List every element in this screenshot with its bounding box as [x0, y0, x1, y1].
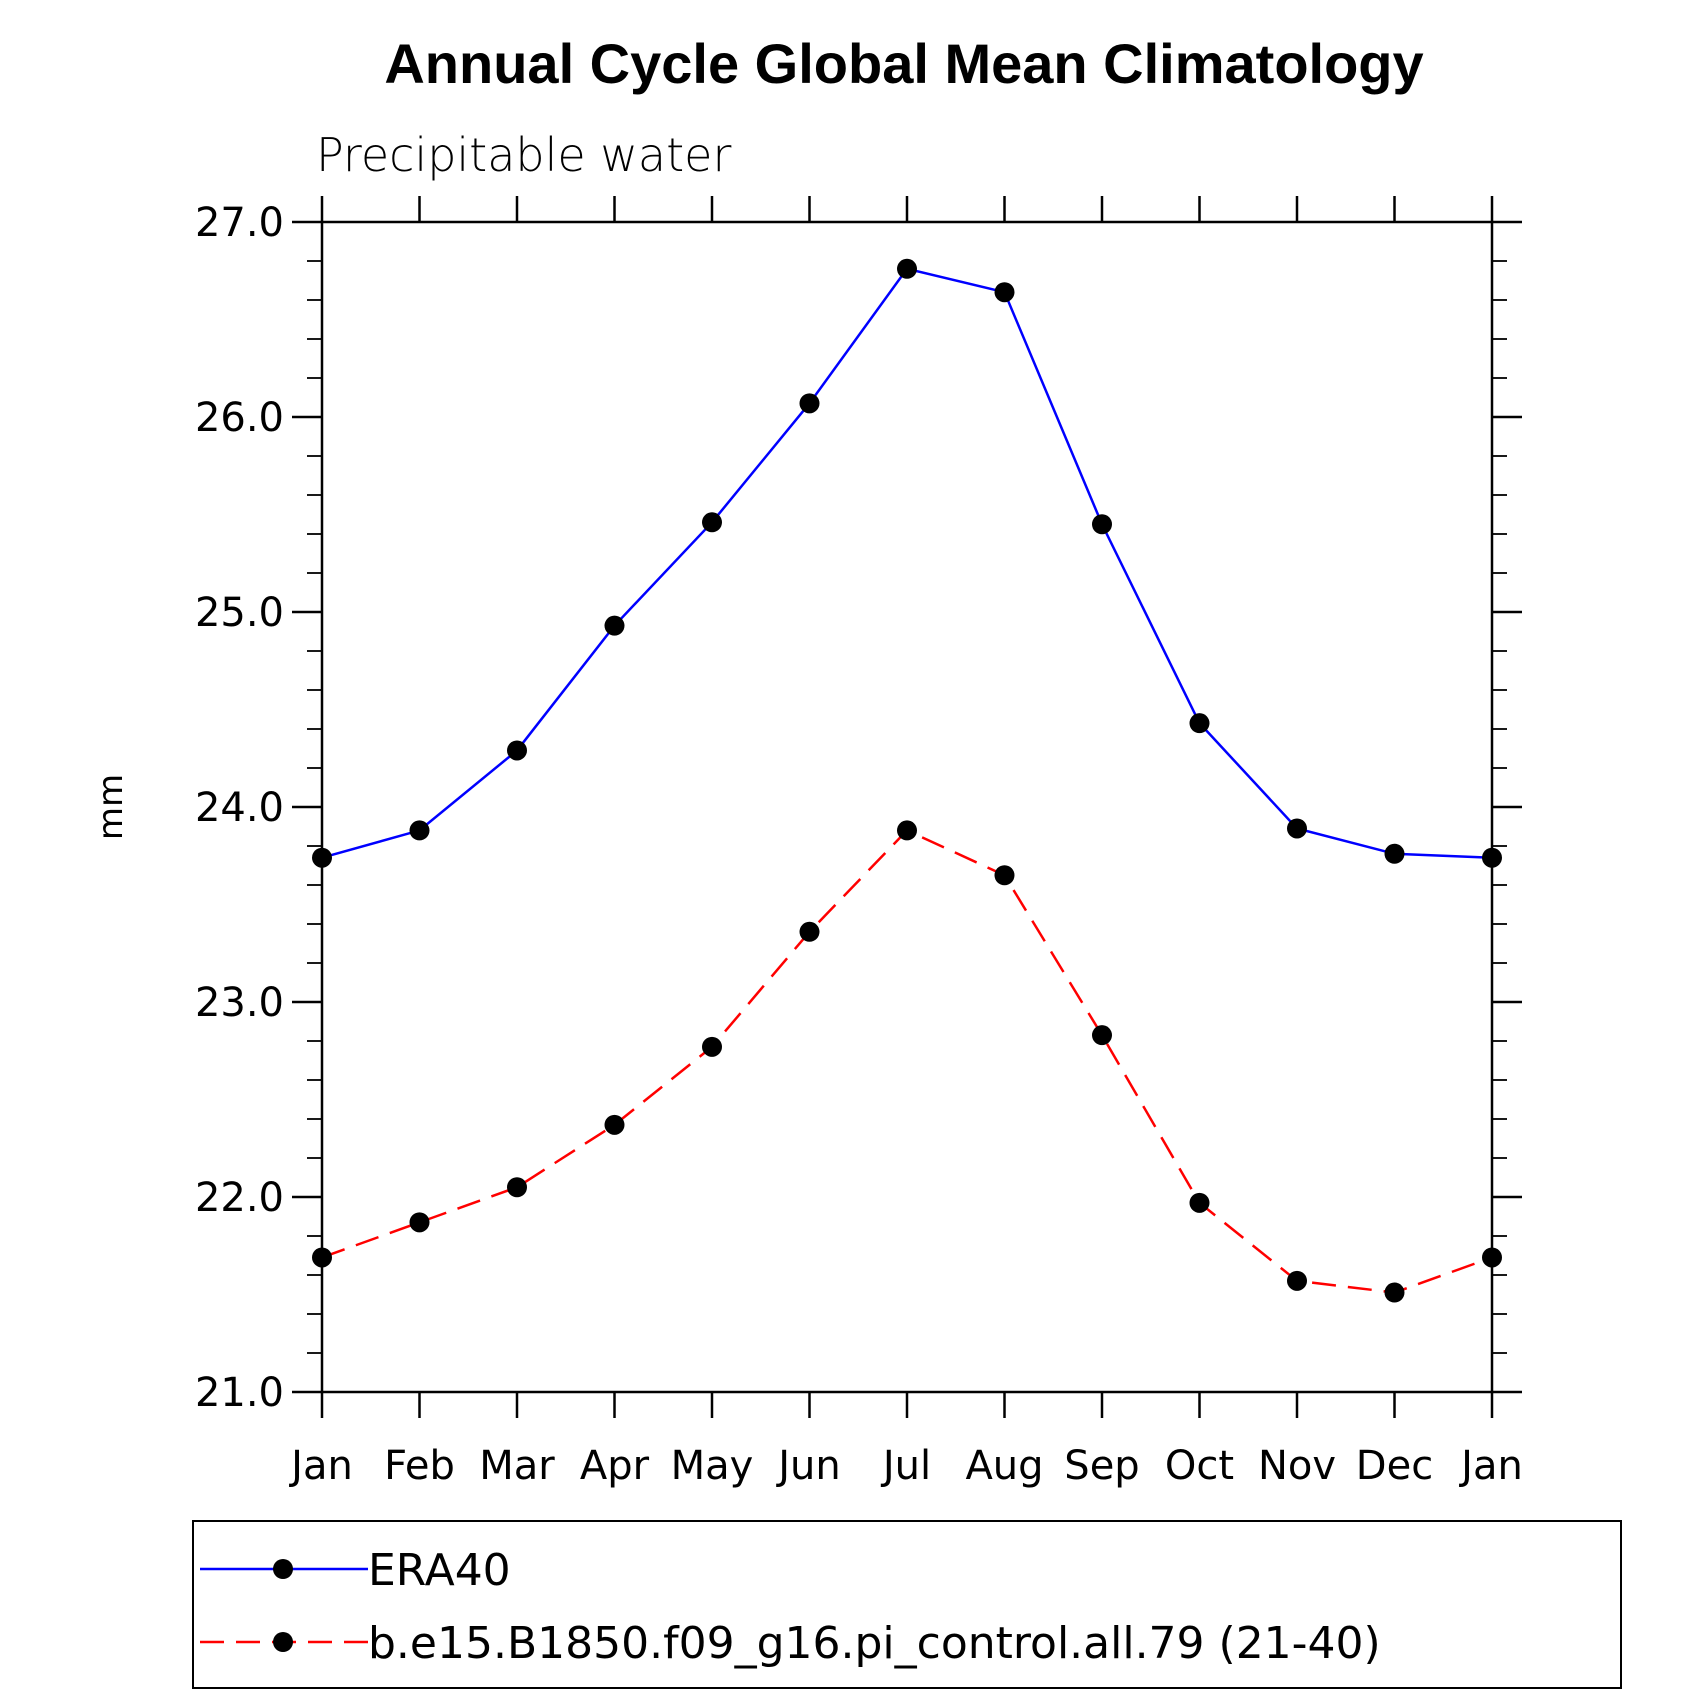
x-tick-label: Nov	[1258, 1443, 1336, 1489]
series-layer	[312, 258, 1502, 1303]
x-tick-label: May	[671, 1443, 754, 1489]
data-point	[994, 865, 1015, 886]
x-tick-label: Apr	[580, 1443, 650, 1489]
data-point	[897, 258, 917, 279]
data-point	[702, 1036, 722, 1057]
data-point	[1384, 843, 1405, 864]
data-point	[897, 820, 917, 841]
data-point	[604, 615, 625, 636]
legend-marker-model	[273, 1632, 293, 1652]
y-tick-label: 27.0	[195, 200, 284, 246]
y-tick-label: 25.0	[195, 590, 284, 636]
chart-subtitle: Precipitable water	[316, 128, 731, 182]
x-tick-label: Jul	[880, 1443, 931, 1489]
x-tick-label: Feb	[384, 1443, 455, 1489]
data-point	[799, 393, 820, 414]
x-tick-labels: Jan Feb Mar Apr May Jun Jul Aug Sep Oct Nov Dec Jan	[288, 1443, 1523, 1489]
data-point	[507, 1177, 527, 1198]
data-point	[1287, 818, 1307, 839]
legend-label-model: b.e15.B1850.f09_g16.pi_control.all.79 (2…	[368, 1618, 1381, 1669]
legend-marker-era40	[273, 1559, 293, 1579]
data-point	[994, 282, 1015, 303]
data-point	[1092, 1025, 1112, 1046]
x-tick-label: Jun	[775, 1443, 841, 1489]
chart-title: Annual Cycle Global Mean Climatology	[384, 32, 1423, 95]
data-point	[1287, 1270, 1307, 1291]
data-point	[409, 1212, 430, 1233]
x-tick-label: Dec	[1356, 1443, 1433, 1489]
x-tick-label: Oct	[1165, 1443, 1234, 1489]
data-point	[312, 1247, 332, 1268]
series-line-0	[321, 267, 1493, 859]
data-point	[312, 847, 332, 868]
data-point	[409, 820, 430, 841]
plot-frame	[320, 220, 1494, 1394]
legend: ERA40 b.e15.B1850.f09_g16.pi_control.all…	[192, 1520, 1622, 1689]
x-tick-label: Jan	[1458, 1443, 1523, 1489]
data-point	[1189, 1192, 1210, 1213]
data-point	[1189, 713, 1210, 734]
y-tick-labels: 21.0 22.0 23.0 24.0 25.0 26.0 27.0	[195, 200, 284, 1416]
x-tick-label: Jan	[288, 1443, 353, 1489]
y-axis-label: mm	[91, 774, 131, 840]
y-tick-label: 23.0	[195, 980, 284, 1026]
y-tick-label: 24.0	[195, 785, 284, 831]
data-point	[1482, 847, 1502, 868]
legend-box	[192, 1520, 1622, 1689]
x-tick-label: Aug	[965, 1443, 1043, 1489]
data-point	[702, 512, 722, 533]
legend-label-era40: ERA40	[368, 1545, 511, 1596]
data-point	[1384, 1282, 1405, 1303]
series-line-1	[321, 828, 1493, 1294]
data-point	[799, 921, 820, 942]
data-point	[1092, 514, 1112, 535]
data-point	[604, 1114, 625, 1135]
x-tick-label: Mar	[479, 1443, 555, 1489]
y-tick-label: 26.0	[195, 395, 284, 441]
x-tick-label: Sep	[1064, 1443, 1139, 1489]
data-point	[1482, 1247, 1502, 1268]
data-point	[507, 740, 527, 761]
axes	[292, 196, 1522, 1418]
y-tick-label: 21.0	[195, 1370, 284, 1416]
y-tick-label: 22.0	[195, 1175, 284, 1221]
